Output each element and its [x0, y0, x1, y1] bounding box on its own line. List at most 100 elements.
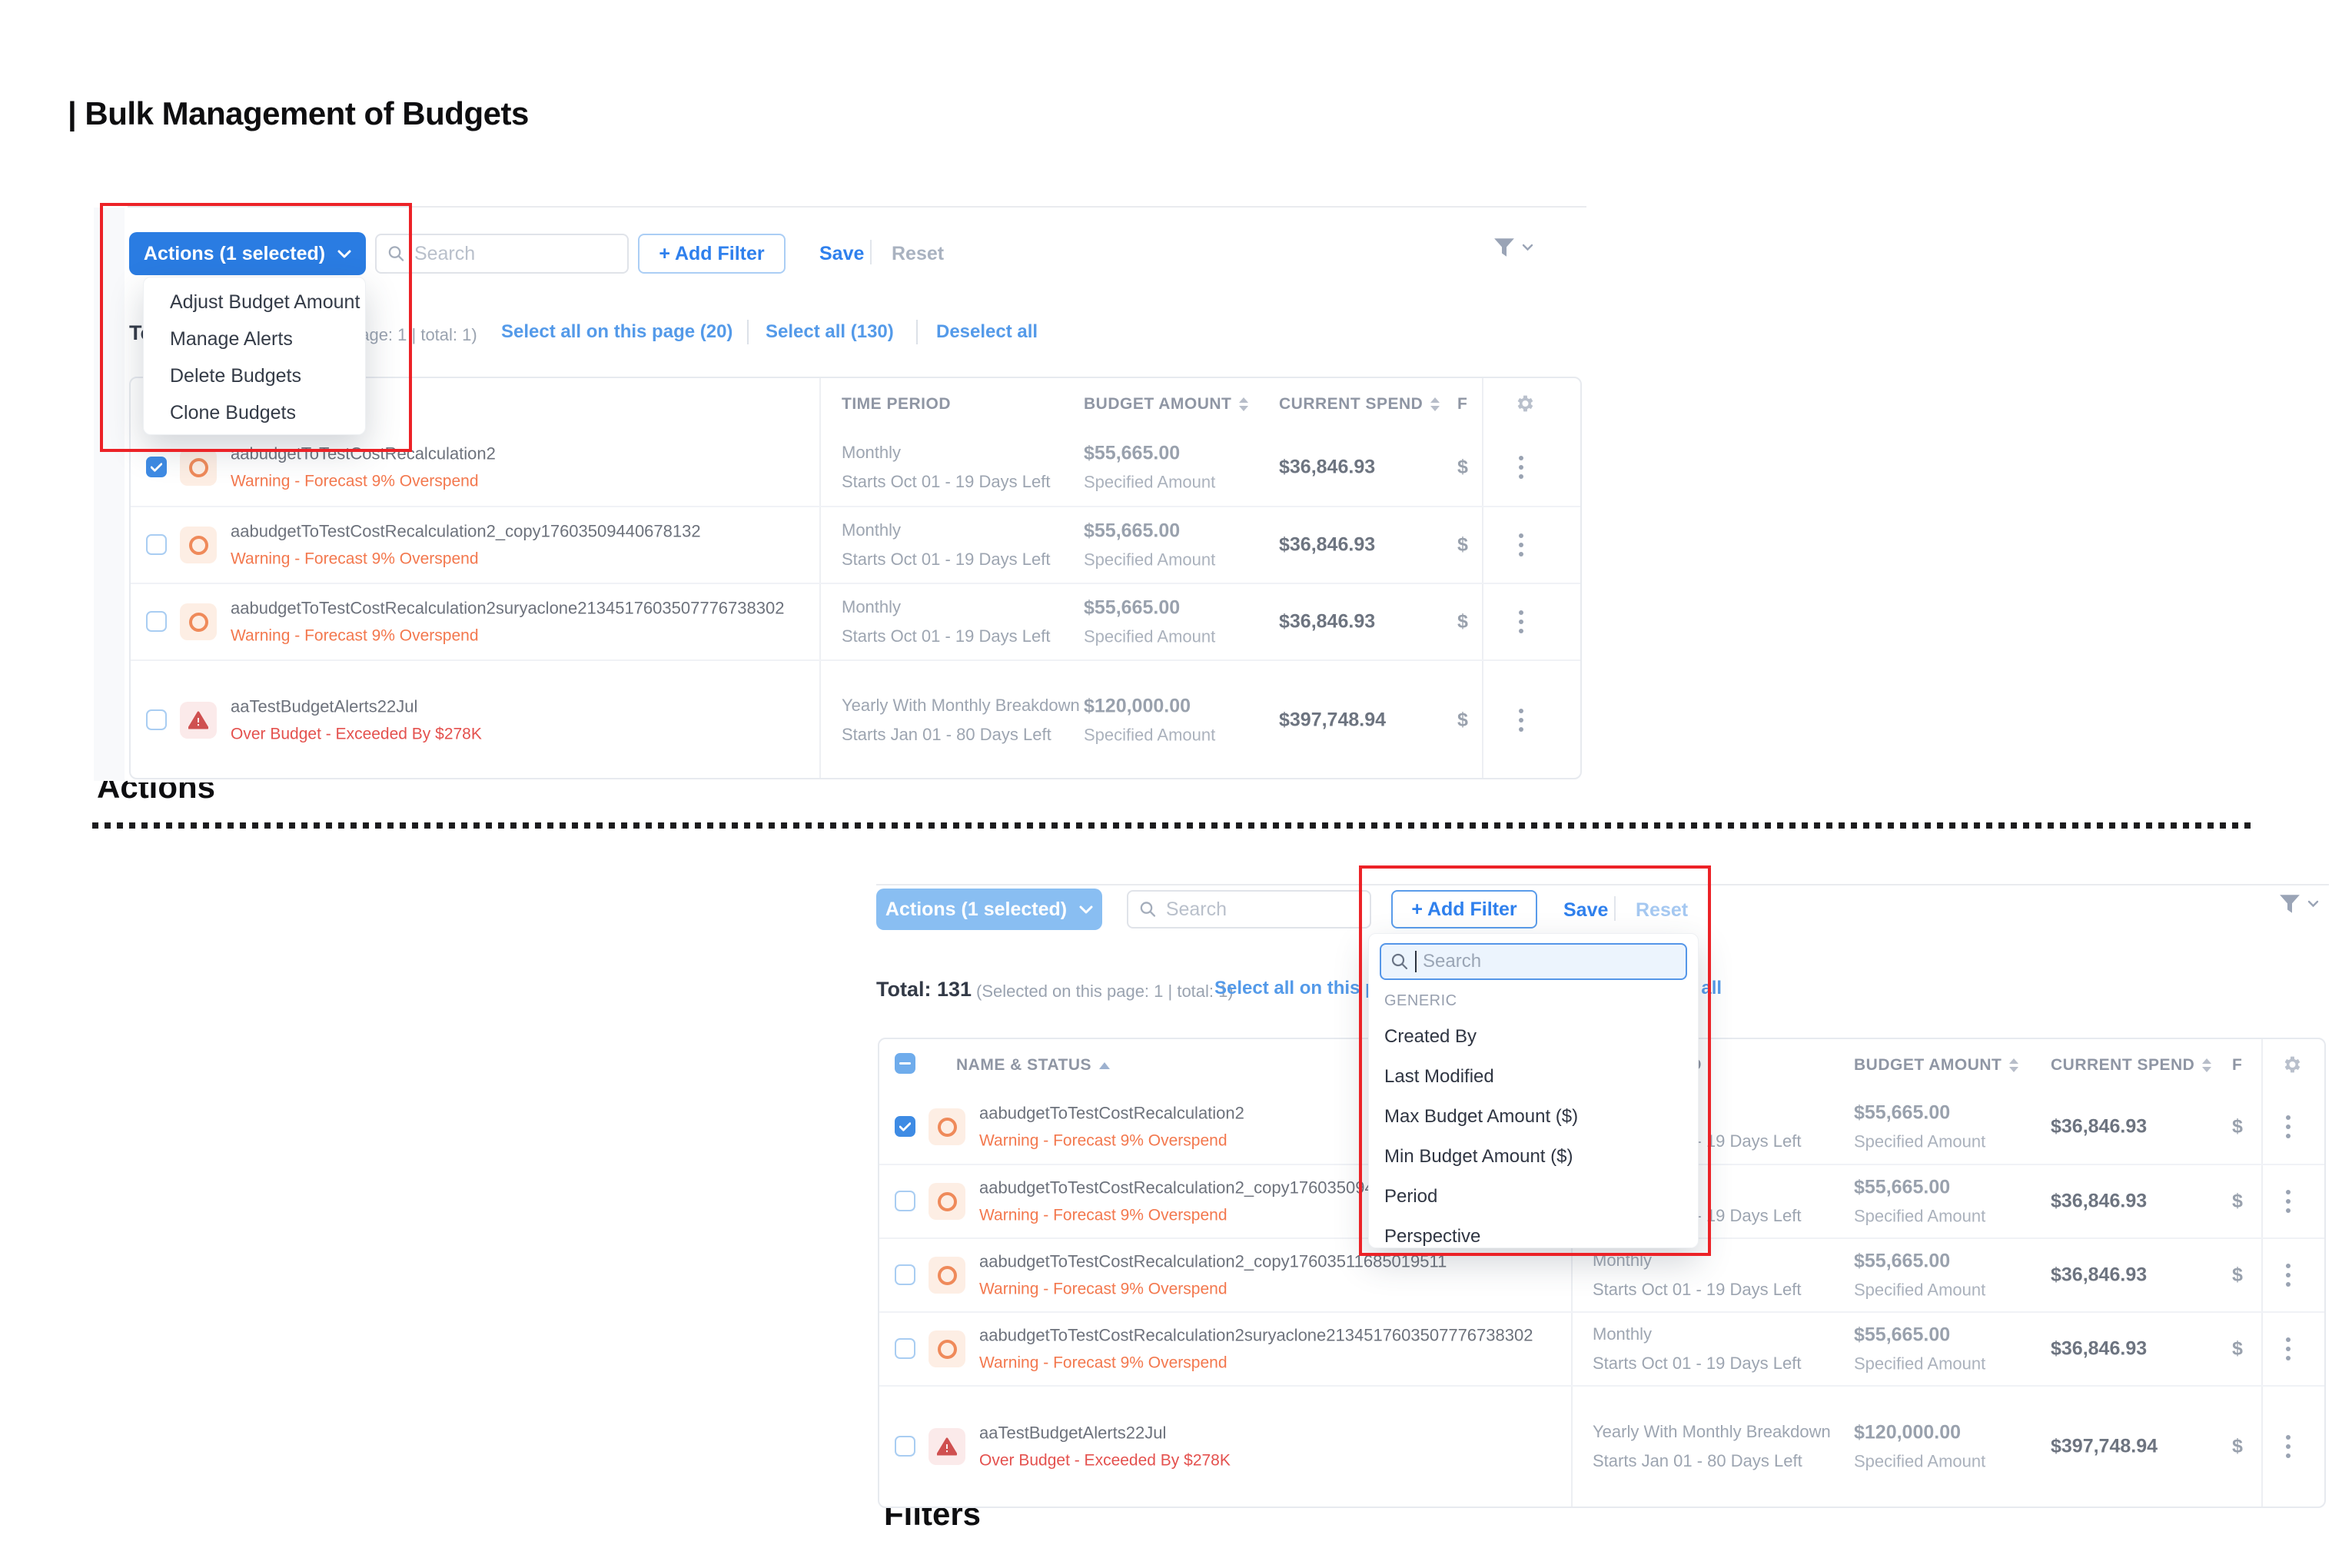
budget-amount: $120,000.00: [1084, 695, 1191, 717]
filter-item-min-budget-amount[interactable]: Min Budget Amount ($): [1384, 1146, 1573, 1167]
summary-divider: [747, 320, 749, 344]
sort-icon[interactable]: [1239, 397, 1249, 411]
budget-amount: $55,665.00: [1084, 442, 1181, 464]
time-period: Monthly: [1593, 1324, 1653, 1344]
filter-funnel-button[interactable]: [1493, 237, 1533, 258]
menu-item-adjust-budget-amount[interactable]: Adjust Budget Amount: [170, 291, 360, 313]
filter-funnel-button[interactable]: [2278, 893, 2319, 915]
filter-item-period[interactable]: Period: [1384, 1186, 1438, 1207]
row-checkbox[interactable]: [146, 611, 167, 632]
budget-status: Warning - Forecast 9% Overspend: [979, 1354, 1227, 1372]
row-actions-kebab[interactable]: [2286, 1337, 2291, 1360]
sort-icon[interactable]: [2202, 1058, 2212, 1072]
actions-dropdown-button[interactable]: Actions (1 selected): [876, 889, 1102, 930]
current-spend: $36,846.93: [1279, 456, 1376, 478]
warning-status-icon: [929, 1330, 965, 1367]
budget-amount-type: Specified Amount: [1854, 1354, 1986, 1374]
deselect-all-link[interactable]: Deselect all: [936, 321, 1038, 342]
search-input[interactable]: [1165, 898, 1359, 921]
row-checkbox[interactable]: [895, 1436, 915, 1457]
add-filter-label: + Add Filter: [1411, 898, 1517, 920]
budget-amount-type: Specified Amount: [1084, 725, 1216, 745]
current-spend: $36,846.93: [1279, 610, 1376, 633]
time-period-detail: Starts Jan 01 - 80 Days Left: [1593, 1451, 1802, 1470]
budget-amount-header: BUDGET AMOUNT: [1084, 395, 1232, 413]
select-all-link[interactable]: Select all (130): [766, 321, 894, 342]
row-checkbox-checked[interactable]: [146, 457, 167, 477]
budget-amount-type: Specified Amount: [1854, 1206, 1986, 1226]
toolbar-divider: [1614, 896, 1616, 921]
row-actions-kebab[interactable]: [1519, 533, 1523, 556]
row-checkbox[interactable]: [895, 1338, 915, 1359]
time-period: Monthly: [842, 520, 902, 540]
row-checkbox[interactable]: [146, 534, 167, 555]
table-search-box[interactable]: [375, 234, 629, 274]
warning-status-icon: [929, 1183, 965, 1220]
row-actions-kebab[interactable]: [1519, 610, 1523, 633]
time-period-detail: Starts Jan 01 - 80 Days Left: [842, 725, 1051, 744]
row-actions-kebab[interactable]: [1519, 709, 1523, 732]
row-checkbox-checked[interactable]: [895, 1116, 915, 1137]
budget-amount-type: Specified Amount: [1084, 550, 1216, 570]
actions-dropdown-button[interactable]: Actions (1 selected): [129, 232, 366, 275]
budget-name: aaTestBudgetAlerts22Jul: [979, 1423, 1167, 1443]
budget-status: Warning - Forecast 9% Overspend: [979, 1131, 1227, 1150]
sort-icon[interactable]: [1430, 397, 1440, 411]
current-spend-header: CURRENT SPEND: [2051, 1056, 2195, 1074]
current-spend: $36,846.93: [1279, 533, 1376, 556]
page-title: | Bulk Management of Budgets: [68, 95, 529, 131]
budget-amount-type: Specified Amount: [1084, 626, 1216, 646]
search-input[interactable]: [414, 242, 616, 265]
dotted-divider: [92, 822, 2252, 829]
forecast-clipped: $: [2232, 1190, 2243, 1212]
menu-item-clone-budgets[interactable]: Clone Budgets: [170, 402, 297, 424]
row-actions-kebab[interactable]: [2286, 1115, 2291, 1138]
warning-status-icon: [180, 527, 217, 563]
time-period: Yearly With Monthly Breakdown: [842, 696, 1080, 715]
row-checkbox[interactable]: [895, 1264, 915, 1285]
current-spend: $36,846.93: [2051, 1264, 2148, 1286]
column-settings-gear-icon[interactable]: [1511, 392, 1534, 419]
column-divider: [819, 378, 821, 778]
forecast-clipped: $: [1457, 709, 1468, 731]
row-actions-kebab[interactable]: [1519, 456, 1523, 479]
funnel-icon: [2280, 895, 2300, 913]
row-actions-kebab[interactable]: [2286, 1264, 2291, 1287]
add-filter-button[interactable]: + Add Filter: [638, 234, 786, 274]
filter-item-created-by[interactable]: Created By: [1384, 1026, 1477, 1047]
save-button[interactable]: Save: [1563, 899, 1609, 921]
time-period-detail: Starts Oct 01 - 19 Days Left: [842, 550, 1051, 569]
row-checkbox[interactable]: [895, 1191, 915, 1211]
forecast-header-clipped: F: [2232, 1056, 2243, 1074]
menu-item-delete-budgets[interactable]: Delete Budgets: [170, 365, 301, 387]
filter-item-max-budget-amount[interactable]: Max Budget Amount ($): [1384, 1106, 1579, 1127]
row-actions-kebab[interactable]: [2286, 1435, 2291, 1458]
filter-item-last-modified[interactable]: Last Modified: [1384, 1066, 1494, 1087]
add-filter-button-active[interactable]: + Add Filter: [1391, 890, 1537, 929]
over-budget-alert-icon: [180, 702, 217, 739]
reset-button[interactable]: Reset: [1636, 899, 1689, 921]
row-checkbox[interactable]: [146, 709, 167, 730]
filter-item-perspective[interactable]: Perspective: [1384, 1226, 1481, 1247]
selection-info: (Selected on this page: 1 | total: 1): [976, 982, 1234, 1001]
save-button[interactable]: Save: [819, 243, 865, 264]
forecast-clipped: $: [2232, 1264, 2243, 1286]
select-all-checkbox-indeterminate[interactable]: [895, 1053, 915, 1074]
budget-name: aabudgetToTestCostRecalculation2suryaclo…: [231, 598, 785, 618]
menu-item-manage-alerts[interactable]: Manage Alerts: [170, 328, 293, 350]
budget-amount-type: Specified Amount: [1854, 1280, 1986, 1300]
budget-name: aaTestBudgetAlerts22Jul: [231, 696, 418, 716]
column-settings-gear-icon[interactable]: [2278, 1053, 2301, 1080]
reset-button[interactable]: Reset: [892, 243, 945, 264]
warning-status-icon: [180, 603, 217, 640]
filter-search-placeholder: Search: [1423, 951, 1482, 972]
table-row: aabudgetToTestCostRecalculation2suryaclo…: [879, 1311, 2324, 1385]
screenshot-top-border: [876, 884, 2329, 885]
sort-asc-icon[interactable]: [1099, 1061, 1111, 1069]
table-search-box[interactable]: [1127, 890, 1371, 929]
budget-amount-type: Specified Amount: [1854, 1451, 1986, 1471]
filter-search-box[interactable]: Search: [1380, 943, 1687, 980]
select-all-page-link[interactable]: Select all on this page (20): [501, 321, 733, 342]
row-actions-kebab[interactable]: [2286, 1190, 2291, 1213]
sort-icon[interactable]: [2009, 1058, 2019, 1072]
